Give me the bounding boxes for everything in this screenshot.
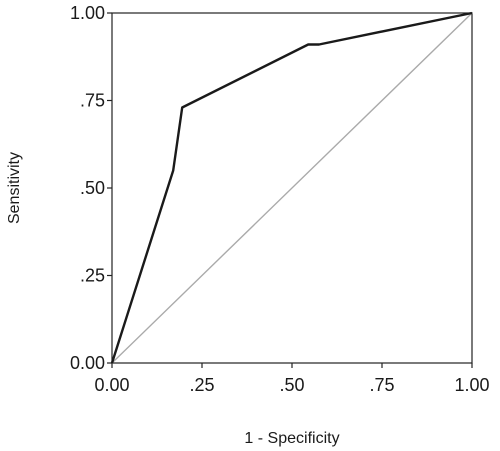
roc-curve bbox=[110, 11, 473, 364]
x-tick-label: 0.00 bbox=[94, 375, 129, 395]
x-axis-label: 1 - Specificity bbox=[244, 430, 339, 447]
y-tick-label: 1.00 bbox=[70, 3, 105, 23]
reference-diagonal bbox=[111, 12, 473, 364]
y-tick-label: .75 bbox=[80, 91, 105, 111]
y-tick-label: .50 bbox=[80, 178, 105, 198]
y-axis-label: Sensitivity bbox=[6, 152, 23, 224]
x-tick-label: .50 bbox=[279, 375, 304, 395]
y-tick-label: .25 bbox=[80, 266, 105, 286]
x-tick-label: 1.00 bbox=[454, 375, 489, 395]
x-tick-label: .25 bbox=[189, 375, 214, 395]
y-tick-label: 0.00 bbox=[70, 353, 105, 373]
x-tick-label: .75 bbox=[369, 375, 394, 395]
